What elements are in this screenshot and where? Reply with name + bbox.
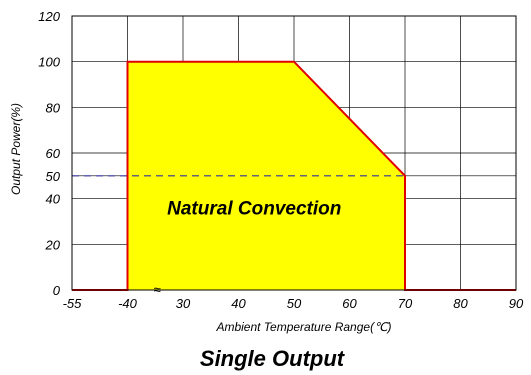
x-tick-label: -40 <box>118 296 138 311</box>
x-tick-label: 80 <box>453 296 468 311</box>
y-tick-label: 20 <box>45 237 61 252</box>
plot-frame <box>71 15 517 291</box>
y-axis-label: Output Power(%) <box>9 103 23 195</box>
y-axis-ticks: 0 20 40 50 60 80 100 120 <box>38 9 60 298</box>
x-axis-label: Ambient Temperature Range(℃) <box>215 320 391 334</box>
x-tick-label: 40 <box>231 296 246 311</box>
x-tick-label: 50 <box>287 296 302 311</box>
y-tick-label: 120 <box>38 9 60 24</box>
chart-title: Single Output <box>200 346 346 371</box>
x-tick-label: -55 <box>63 296 83 311</box>
y-tick-label: 60 <box>46 146 61 161</box>
y-tick-label: 100 <box>38 55 60 70</box>
x-tick-label: 30 <box>176 296 191 311</box>
x-axis-ticks: -55 -40 30 40 50 60 70 80 90 <box>63 296 524 311</box>
x-tick-label: 70 <box>398 296 413 311</box>
natural-convection-label: Natural Convection <box>167 199 341 220</box>
y-tick-label: 0 <box>53 283 61 298</box>
axis-break-mark: ≈ <box>154 282 161 297</box>
x-tick-label: 60 <box>342 296 357 311</box>
x-tick-label: 90 <box>509 296 524 311</box>
y-tick-label: 50 <box>46 169 61 184</box>
y-tick-label: 40 <box>46 192 61 207</box>
y-tick-label: 80 <box>46 100 61 115</box>
